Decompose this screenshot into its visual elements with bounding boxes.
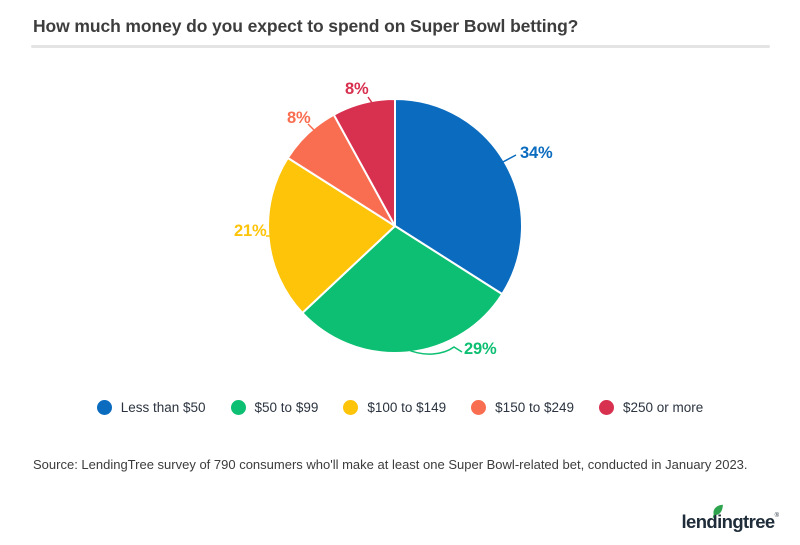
pie-slices-group: [267, 97, 523, 354]
slice-label-250-or-more: 8%: [345, 80, 369, 98]
legend-item-1: $50 to $99: [230, 400, 319, 415]
slice-label-50-to-99: 29%: [464, 340, 497, 358]
legend-swatch-icon: [599, 400, 614, 415]
leader-line-8-orange: [307, 123, 323, 139]
legend-swatch-icon: [471, 400, 487, 415]
legend-label: Less than $50: [120, 400, 206, 415]
pie-slice-1: [301, 225, 504, 354]
chart-title: How much money do you expect to spend on…: [33, 16, 579, 36]
legend-label: $50 to $99: [254, 400, 319, 415]
leaf-icon: [713, 504, 724, 518]
pie-slice-4: [332, 97, 396, 227]
legend-label: $100 to $149: [367, 400, 447, 415]
legend-label: $150 to $249: [495, 400, 574, 415]
registered-mark: ®: [774, 513, 779, 519]
legend-swatch-icon: [343, 400, 359, 415]
legend-swatch-icon: [96, 400, 112, 415]
slice-label-100-to-149: 21%: [234, 222, 267, 240]
legend-item-3: $150 to $249: [471, 400, 574, 415]
legend: Less than $50 $50 to $99 $100 to $149 $150 …: [0, 400, 800, 415]
legend-item-2: $100 to $149: [343, 400, 446, 415]
slice-label-less-than-50: 34%: [520, 144, 553, 162]
title-divider: [31, 45, 770, 48]
leader-line-34: [500, 154, 517, 164]
leader-line-29: [405, 346, 463, 355]
legend-swatch-icon: [230, 400, 246, 415]
lendingtree-logo: lendingtree®: [681, 504, 779, 533]
legend-item-0: Less than $50: [96, 400, 206, 415]
leader-line-8-red: [367, 96, 378, 111]
slice-label-150-to-249: 8%: [287, 109, 311, 127]
legend-label: $250 or more: [623, 400, 704, 415]
logo-text: lendingtree: [681, 511, 775, 532]
pie-slice-2: [267, 156, 396, 314]
legend-item-4: $250 or more: [599, 400, 703, 415]
source-note: Source: LendingTree survey of 790 consum…: [33, 457, 748, 472]
